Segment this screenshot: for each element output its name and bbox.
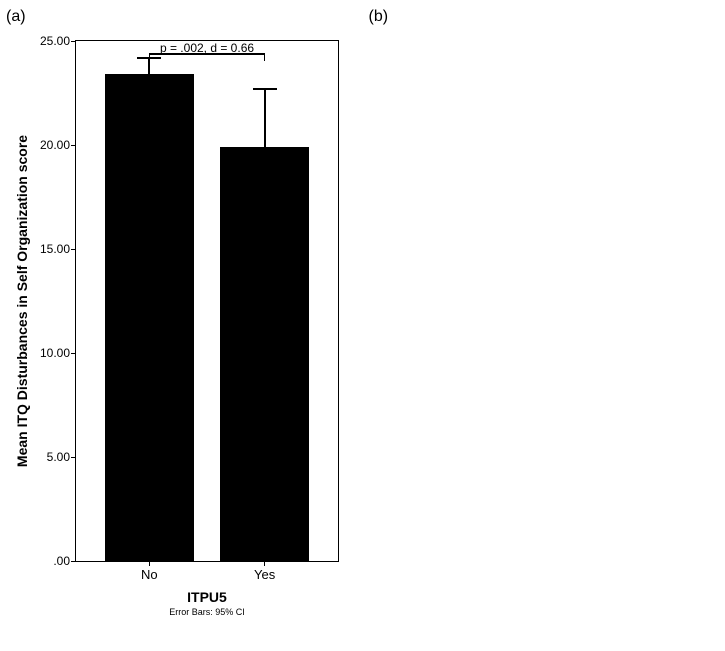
error-bar-cap — [253, 88, 277, 90]
figure: (a) .005.0010.0015.0020.0025.00Mean ITQ … — [0, 0, 725, 651]
bar — [220, 147, 309, 561]
panel-b-label: (b) — [369, 8, 389, 26]
ytick-label: 20.00 — [40, 138, 76, 152]
y-axis-label: Mean ITQ Disturbances in Self Organizati… — [14, 135, 30, 467]
ytick-label: 25.00 — [40, 34, 76, 48]
error-bar-cap — [253, 204, 277, 206]
error-bar-cap — [137, 90, 161, 92]
error-bar — [148, 58, 150, 91]
bar — [105, 74, 194, 561]
xtick-label: No — [141, 561, 158, 582]
error-bar — [264, 89, 266, 205]
error-bar-caption: Error Bars: 95% CI — [169, 607, 245, 617]
panel-b: (b) .0020.0040.0060.0080.00100.00Mean IS… — [363, 0, 725, 651]
x-axis-label: ITPU5 — [187, 589, 227, 605]
significance-tick — [149, 53, 151, 61]
ytick-label: 10.00 — [40, 346, 76, 360]
panel-a: (a) .005.0010.0015.0020.0025.00Mean ITQ … — [0, 0, 363, 651]
significance-text: p = .002, d = 0.66 — [160, 41, 254, 55]
significance-tick — [264, 53, 266, 61]
ytick-label: 5.00 — [47, 450, 76, 464]
ytick-label: 15.00 — [40, 242, 76, 256]
xtick-label: Yes — [254, 561, 275, 582]
panel-a-label: (a) — [6, 8, 26, 26]
panel-a-plot: .005.0010.0015.0020.0025.00Mean ITQ Dist… — [75, 40, 339, 562]
ytick-label: .00 — [53, 554, 76, 568]
